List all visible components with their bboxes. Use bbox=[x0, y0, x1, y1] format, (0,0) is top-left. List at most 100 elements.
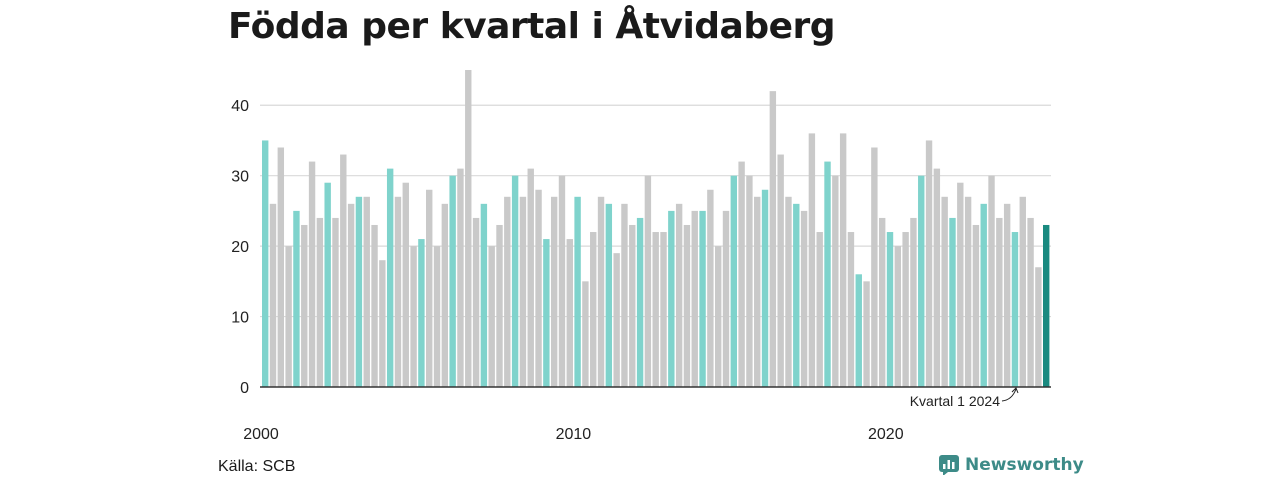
bar bbox=[394, 196, 402, 387]
bar bbox=[441, 203, 449, 387]
bar bbox=[652, 232, 659, 387]
bar bbox=[847, 232, 855, 387]
bar bbox=[777, 154, 784, 387]
bar bbox=[629, 224, 636, 387]
y-tick-label: 10 bbox=[231, 310, 249, 327]
brand-logo: Newsworthy bbox=[939, 455, 1084, 475]
annotation-label: Kvartal 1 2024 bbox=[910, 393, 1000, 409]
bar bbox=[793, 203, 800, 387]
bar bbox=[519, 196, 527, 387]
bar bbox=[980, 203, 987, 387]
x-tick-label: 2020 bbox=[868, 426, 904, 443]
bar bbox=[636, 217, 644, 387]
bar bbox=[1043, 224, 1050, 387]
bar bbox=[582, 281, 589, 387]
bar bbox=[316, 217, 324, 387]
bar bbox=[707, 189, 714, 387]
bar bbox=[863, 281, 870, 387]
bar bbox=[722, 210, 730, 387]
bar bbox=[355, 196, 363, 387]
bar bbox=[488, 246, 495, 387]
bar bbox=[340, 154, 347, 387]
bar bbox=[644, 175, 652, 387]
bar bbox=[925, 140, 933, 387]
bar bbox=[550, 196, 558, 387]
bar bbox=[964, 196, 972, 387]
bar bbox=[660, 232, 667, 387]
y-axis-labels: 0 10 20 30 40 bbox=[231, 98, 249, 397]
bar bbox=[855, 274, 862, 387]
bar bbox=[714, 246, 722, 387]
bar bbox=[347, 203, 355, 387]
bar bbox=[910, 217, 917, 387]
bar bbox=[527, 168, 534, 387]
bar bbox=[816, 232, 823, 387]
bar bbox=[566, 239, 573, 387]
bar bbox=[371, 224, 378, 387]
bar bbox=[824, 161, 831, 387]
bar bbox=[761, 189, 769, 387]
bar bbox=[1003, 203, 1011, 387]
bar bbox=[386, 168, 394, 387]
bar bbox=[535, 189, 542, 387]
bar bbox=[957, 182, 964, 387]
bar bbox=[746, 175, 753, 387]
bar bbox=[324, 182, 331, 387]
bar bbox=[949, 217, 956, 387]
bar bbox=[730, 175, 737, 387]
bar bbox=[433, 246, 441, 387]
y-tick-label: 40 bbox=[231, 98, 249, 115]
bar bbox=[878, 217, 886, 387]
bar bbox=[465, 70, 472, 387]
bars bbox=[262, 70, 1050, 387]
bar bbox=[590, 232, 597, 387]
bar bbox=[472, 217, 480, 387]
bar bbox=[558, 175, 566, 387]
bar bbox=[363, 196, 370, 387]
bar bbox=[277, 147, 285, 387]
bar bbox=[269, 203, 277, 387]
x-axis-labels: 2000 2010 2020 bbox=[243, 426, 903, 443]
bar bbox=[988, 175, 995, 387]
annotation: Kvartal 1 2024 bbox=[910, 387, 1019, 409]
bar bbox=[410, 246, 417, 387]
bar bbox=[511, 175, 519, 387]
bar bbox=[699, 210, 706, 387]
bar bbox=[285, 246, 292, 387]
x-tick-label: 2000 bbox=[243, 426, 279, 443]
bar bbox=[402, 182, 409, 387]
bar bbox=[613, 253, 620, 387]
source-note: Källa: SCB bbox=[218, 458, 296, 475]
bar bbox=[683, 224, 691, 387]
newsworthy-logo-icon bbox=[939, 455, 959, 475]
bar bbox=[426, 189, 433, 387]
bar bbox=[480, 203, 488, 387]
bar bbox=[972, 224, 980, 387]
bar bbox=[918, 175, 925, 387]
bar bbox=[262, 140, 269, 387]
bar bbox=[293, 210, 300, 387]
chart-title: Födda per kvartal i Åtvidaberg bbox=[228, 6, 836, 47]
bar bbox=[496, 224, 503, 387]
bar bbox=[621, 203, 628, 387]
bar bbox=[894, 246, 902, 387]
bar bbox=[332, 217, 339, 387]
bar bbox=[301, 224, 308, 387]
y-tick-label: 30 bbox=[231, 169, 249, 186]
bar bbox=[839, 133, 847, 387]
bar bbox=[691, 210, 698, 387]
bar bbox=[1035, 267, 1042, 387]
bar bbox=[457, 168, 464, 387]
bar bbox=[871, 147, 878, 387]
y-tick-label: 20 bbox=[231, 239, 249, 256]
bar bbox=[574, 196, 581, 387]
bar bbox=[1019, 196, 1026, 387]
bar bbox=[769, 91, 777, 387]
bar bbox=[933, 168, 941, 387]
bar bbox=[308, 161, 316, 387]
bar bbox=[1011, 232, 1019, 387]
bar bbox=[785, 196, 792, 387]
bar bbox=[668, 210, 675, 387]
bar bbox=[754, 196, 761, 387]
x-tick-label: 2010 bbox=[556, 426, 592, 443]
